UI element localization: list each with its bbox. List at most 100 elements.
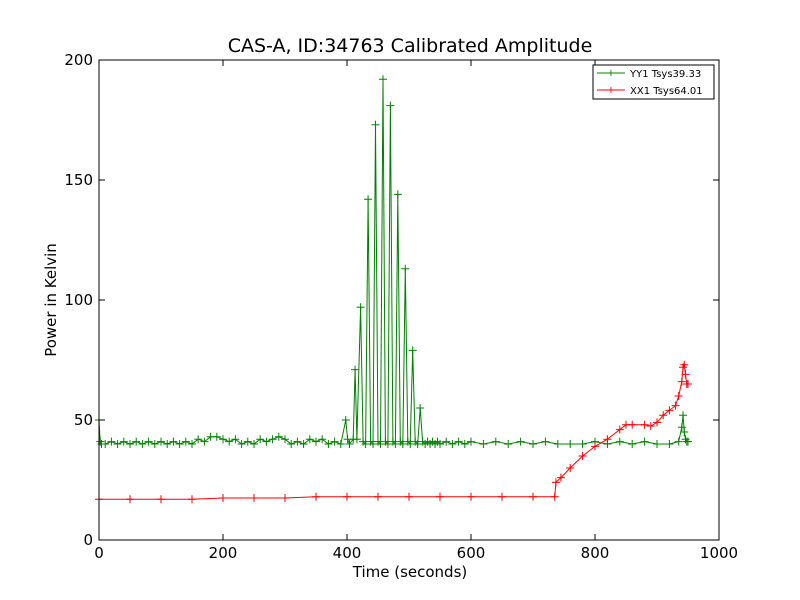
- data-point-xx1: [653, 418, 661, 427]
- data-point-yy1: [250, 440, 258, 448]
- x-tick-label: 0: [94, 544, 104, 562]
- data-point-yy1: [243, 437, 252, 446]
- data-point-yy1: [194, 435, 203, 444]
- data-point-xx1: [126, 495, 134, 504]
- data-point-yy1: [378, 75, 387, 84]
- data-point-xx1: [281, 494, 289, 502]
- data-point-yy1: [361, 440, 370, 448]
- data-point-xx1: [550, 492, 559, 501]
- data-point-yy1: [448, 440, 457, 448]
- data-point-xx1: [157, 495, 165, 504]
- data-point-yy1: [175, 440, 184, 448]
- data-point-yy1: [369, 440, 378, 448]
- data-point-yy1: [237, 440, 246, 448]
- data-point-yy1: [341, 416, 350, 424]
- data-point-yy1: [628, 440, 637, 448]
- data-point-xx1: [684, 380, 692, 388]
- data-point-xx1: [551, 478, 560, 487]
- data-point-xx1: [578, 452, 587, 460]
- data-point-xx1: [681, 370, 690, 379]
- data-point-yy1: [684, 437, 692, 446]
- data-point-xx1: [680, 360, 689, 369]
- data-point-yy1: [293, 437, 302, 446]
- data-point-yy1: [330, 437, 339, 446]
- data-point-yy1: [200, 437, 209, 446]
- data-point-yy1: [386, 101, 395, 110]
- data-point-yy1: [225, 437, 234, 446]
- y-tick-label: 0: [83, 531, 93, 549]
- data-point-yy1: [436, 440, 444, 448]
- legend-label-yy1: YY1 Tsys39.33: [629, 69, 701, 80]
- data-point-yy1: [138, 440, 147, 448]
- data-point-yy1: [256, 435, 265, 444]
- legend-marker-xx1: +: [607, 85, 615, 96]
- data-point-xx1: [615, 425, 624, 434]
- data-point-yy1: [479, 440, 488, 448]
- data-point-xx1: [529, 492, 537, 501]
- data-point-yy1: [401, 264, 410, 273]
- data-point-yy1: [615, 437, 624, 446]
- data-point-xx1: [374, 492, 382, 501]
- data-point-yy1: [169, 437, 178, 446]
- x-tick-label: 800: [581, 544, 610, 562]
- data-point-yy1: [516, 437, 525, 446]
- ticks-layer: 0 200 400 600 800 1000 0 50 100 150 200: [64, 51, 738, 562]
- data-point-xx1: [603, 435, 612, 444]
- legend-marker-yy1: +: [607, 68, 615, 79]
- data-point-yy1: [553, 440, 562, 448]
- data-point-yy1: [101, 440, 110, 448]
- data-point-yy1: [653, 440, 661, 448]
- data-point-xx1: [665, 406, 674, 415]
- x-tick-label: 200: [209, 544, 238, 562]
- y-tick-label: 200: [64, 51, 93, 69]
- data-point-yy1: [371, 120, 380, 129]
- data-point-yy1: [677, 423, 686, 432]
- data-point-xx1: [436, 492, 444, 501]
- data-point-yy1: [113, 440, 122, 448]
- data-point-yy1: [442, 437, 451, 446]
- data-point-yy1: [219, 435, 227, 444]
- data-point-xx1: [405, 492, 413, 501]
- data-point-yy1: [679, 411, 688, 420]
- legend-box: [592, 64, 715, 100]
- legend: + YY1 Tsys39.33 + XX1 Tsys64.01: [592, 64, 715, 100]
- data-point-yy1: [680, 428, 689, 436]
- data-point-yy1: [132, 437, 141, 446]
- data-point-xx1: [312, 492, 320, 501]
- data-point-xx1: [677, 377, 686, 386]
- series-layer: [95, 75, 692, 504]
- data-point-yy1: [157, 437, 165, 446]
- x-axis-label: Time (seconds): [352, 563, 468, 581]
- data-point-yy1: [383, 440, 392, 448]
- data-point-xx1: [498, 492, 506, 501]
- data-point-yy1: [566, 440, 575, 448]
- x-tick-label: 600: [457, 544, 486, 562]
- data-point-yy1: [541, 437, 550, 446]
- data-point-yy1: [640, 437, 649, 446]
- data-point-yy1: [212, 432, 221, 441]
- data-point-yy1: [376, 440, 385, 448]
- data-point-yy1: [408, 346, 417, 355]
- data-point-yy1: [281, 435, 289, 444]
- data-point-yy1: [324, 440, 333, 448]
- data-point-yy1: [262, 437, 271, 446]
- data-point-yy1: [305, 435, 314, 444]
- data-point-yy1: [674, 437, 683, 446]
- data-point-yy1: [107, 437, 116, 446]
- data-point-yy1: [364, 195, 373, 204]
- data-point-xx1: [556, 473, 565, 482]
- data-point-yy1: [181, 437, 190, 446]
- data-point-yy1: [345, 440, 354, 448]
- data-point-yy1: [352, 435, 361, 444]
- data-point-yy1: [231, 435, 240, 444]
- data-point-yy1: [268, 435, 277, 444]
- data-point-yy1: [163, 440, 172, 448]
- data-point-yy1: [413, 440, 422, 448]
- data-point-xx1: [646, 422, 655, 430]
- data-point-xx1: [640, 420, 649, 429]
- data-point-yy1: [274, 432, 283, 441]
- data-point-xx1: [591, 442, 599, 451]
- data-point-xx1: [219, 494, 227, 502]
- data-point-yy1: [351, 365, 360, 374]
